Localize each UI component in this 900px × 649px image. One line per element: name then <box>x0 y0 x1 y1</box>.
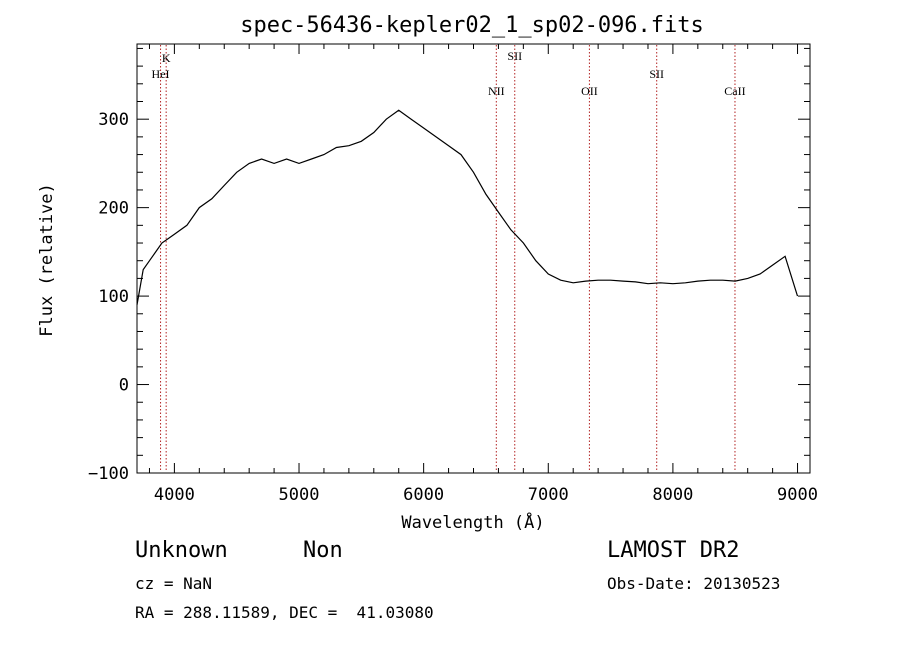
plot-frame <box>136 43 811 474</box>
x-tick-label: 5000 <box>279 485 320 505</box>
y-tick-label: −100 <box>88 464 129 484</box>
object-subclass: Non <box>303 538 343 563</box>
line-marker-label: SII <box>649 67 664 81</box>
y-tick-label: 0 <box>119 376 129 396</box>
y-tick-label: 200 <box>98 199 129 219</box>
line-marker-label: OII <box>581 84 598 98</box>
line-marker-label: CaII <box>724 84 745 98</box>
line-marker-label: HeI <box>152 67 170 81</box>
x-tick-label: 6000 <box>403 485 444 505</box>
line-marker-label: NII <box>488 84 505 98</box>
object-class: Unknown <box>135 538 228 563</box>
redshift-info: cz = NaN <box>135 574 213 593</box>
survey-name: LAMOST DR2 <box>607 538 740 563</box>
y-axis-label: Flux (relative) <box>37 183 57 337</box>
spectral-line-markers: K HeI NII SII OII SII CaII <box>152 45 746 472</box>
x-tick-label: 9000 <box>777 485 818 505</box>
flux-series <box>136 109 799 306</box>
coordinates: RA = 288.11589, DEC = 41.03080 <box>135 603 434 622</box>
flux-line <box>136 109 799 306</box>
y-tick-label: 300 <box>98 110 129 130</box>
axis-ticks: 4000 5000 6000 7000 8000 9000 −100 0 100 200 300 <box>88 44 818 505</box>
line-marker-label: SII <box>507 49 522 63</box>
chart-title: spec-56436-kepler02_1_sp02-096.fits <box>240 13 704 38</box>
observation-date: Obs-Date: 20130523 <box>607 574 781 593</box>
x-tick-label: 8000 <box>652 485 693 505</box>
x-axis-label: Wavelength (Å) <box>401 511 544 533</box>
x-tick-label: 4000 <box>154 485 195 505</box>
line-marker-label: K <box>162 51 171 65</box>
y-tick-label: 100 <box>98 287 129 307</box>
x-tick-label: 7000 <box>528 485 569 505</box>
